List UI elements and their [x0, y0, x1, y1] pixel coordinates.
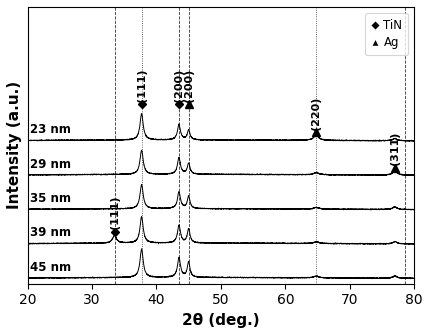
Text: (311): (311) [390, 132, 400, 165]
Text: (111): (111) [110, 196, 120, 229]
X-axis label: 2θ (deg.): 2θ (deg.) [182, 313, 260, 328]
Text: (220): (220) [311, 96, 321, 130]
Text: 29 nm: 29 nm [30, 158, 71, 171]
Text: (200): (200) [174, 68, 184, 102]
Text: 39 nm: 39 nm [30, 226, 71, 240]
Text: 23 nm: 23 nm [30, 123, 71, 136]
Legend: TiN, Ag: TiN, Ag [365, 13, 408, 55]
Text: 45 nm: 45 nm [30, 261, 71, 274]
Text: (111): (111) [137, 68, 147, 102]
Text: 35 nm: 35 nm [30, 192, 71, 205]
Text: (200): (200) [184, 68, 194, 102]
Y-axis label: Intensity (a.u.): Intensity (a.u.) [7, 81, 22, 209]
